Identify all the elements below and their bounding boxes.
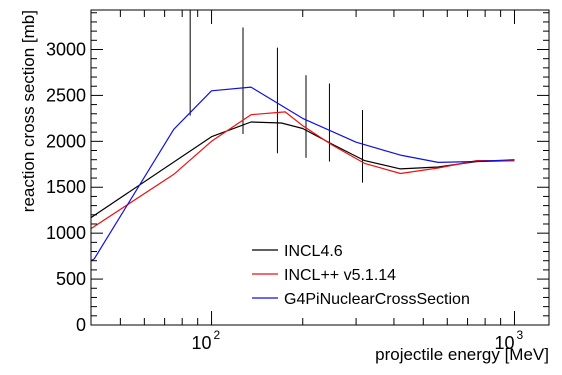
series-line bbox=[91, 111, 515, 230]
x-tick-exponent: 3 bbox=[516, 328, 523, 342]
series-line bbox=[91, 86, 515, 262]
x-tick-label: 10 bbox=[192, 333, 212, 353]
legend-label: INCL4.6 bbox=[284, 243, 343, 260]
y-tick-label: 1500 bbox=[46, 177, 86, 197]
plot-area bbox=[91, 10, 515, 262]
legend-label: G4PiNuclearCrossSection bbox=[284, 291, 470, 308]
y-tick-label: 500 bbox=[56, 269, 86, 289]
y-tick-label: 2500 bbox=[46, 85, 86, 105]
legend: INCL4.6 INCL++ v5.1.14 G4PiNuclearCrossSec… bbox=[252, 243, 470, 308]
plot-frame bbox=[90, 9, 550, 326]
y-tick-label: 0 bbox=[76, 315, 86, 335]
x-tick-label: 10 bbox=[494, 333, 514, 353]
legend-label: INCL++ v5.1.14 bbox=[284, 267, 396, 284]
y-axis-title: reaction cross section [mb] bbox=[19, 10, 38, 212]
plot-data bbox=[91, 10, 515, 262]
y-tick-label: 1000 bbox=[46, 223, 86, 243]
x-axis-title: projectile energy [MeV] bbox=[375, 345, 549, 364]
y-tick-label: 3000 bbox=[46, 39, 86, 59]
x-tick-exponent: 2 bbox=[214, 328, 221, 342]
y-tick-label: 2000 bbox=[46, 131, 86, 151]
series-line bbox=[91, 121, 515, 219]
